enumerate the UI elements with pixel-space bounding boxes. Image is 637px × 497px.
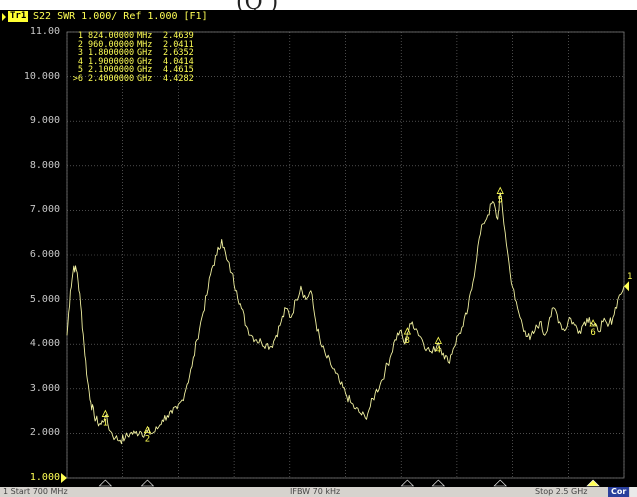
marker-table-row: 1 824.00000 MHz 2.4639: [72, 32, 203, 41]
reference-level-icon: [61, 473, 67, 483]
plot-frame: [66, 31, 625, 479]
marker-value: 2.4639: [163, 31, 194, 41]
marker-table-row: 3 1.8000000 GHz 2.6352: [72, 49, 203, 58]
start-frequency[interactable]: 1 Start 700 MHz: [3, 487, 68, 496]
marker-id: 2: [77, 39, 83, 50]
trace-label[interactable]: Tr1: [8, 11, 29, 22]
trace-title-bar: Tr1 S22 SWR 1.000/ Ref 1.000 [F1]: [0, 10, 637, 24]
trace-marker-label: 1: [103, 419, 108, 429]
y-tick-label: 3.000: [29, 382, 60, 394]
marker-unit: MHz: [137, 39, 153, 50]
marker-table-row: 5 2.1000000 GHz 4.4615: [72, 66, 203, 75]
ifbw-value[interactable]: IFBW 70 kHz: [290, 487, 341, 496]
correction-badge[interactable]: Cor: [608, 487, 630, 497]
marker-stimulus: 2.1000000: [88, 65, 135, 76]
trace-params: S22 SWR 1.000/ Ref 1.000 [F1]: [33, 11, 208, 22]
y-tick-label: 11.00: [29, 26, 60, 37]
trace-marker: [496, 186, 504, 194]
trace-marker-label: 4: [436, 345, 441, 355]
marker-stimulus: 2.4000000: [88, 73, 135, 84]
stimulus-marker: [431, 479, 446, 487]
top-cutoff: (Q ): [0, 0, 637, 10]
trace-marker-label: 6: [590, 328, 595, 338]
marker-value: 4.4282: [163, 73, 194, 84]
marker-stimulus: 1.8000000: [88, 48, 135, 59]
marker-id: >6: [72, 73, 83, 84]
trace-marker-label: 3: [405, 336, 410, 346]
y-tick-label: 5.000: [29, 293, 60, 305]
stimulus-marker: [400, 479, 415, 487]
stop-frequency[interactable]: Stop 2.5 GHz: [535, 487, 588, 496]
swr-trace: [66, 192, 625, 445]
marker-value: 4.0414: [163, 56, 194, 67]
trace-marker: [434, 336, 442, 344]
marker-id: 5: [77, 65, 83, 76]
y-tick-label: 7.000: [29, 204, 60, 216]
status-bar: 1 Start 700 MHz IFBW 70 kHz Stop 2.5 GHz…: [0, 487, 637, 497]
status-bar-end: [630, 487, 637, 497]
y-tick-label: 6.000: [29, 249, 60, 260]
trace-marker: [403, 327, 412, 335]
marker-stimulus: 960.00000: [88, 39, 135, 50]
marker-id: 1: [77, 31, 83, 41]
marker-value: 2.0411: [163, 39, 194, 50]
trace-marker: [101, 409, 110, 417]
stimulus-marker: [140, 479, 155, 487]
marker-table-row: 2 960.00000 MHz 2.0411: [72, 39, 203, 50]
marker-id: 4: [77, 56, 83, 67]
active-trace-flag-icon: [2, 13, 6, 21]
right-edge-marker-icon: [624, 281, 629, 292]
marker-unit: MHz: [137, 31, 153, 41]
marker-unit: GHz: [137, 56, 153, 67]
y-tick-label: 1.000: [29, 472, 60, 483]
trace-marker: [143, 425, 152, 434]
marker-value: 4.4615: [163, 65, 194, 76]
y-tick-label: 4.000: [29, 338, 60, 350]
right-edge-marker-label: 1: [627, 272, 632, 282]
trace-marker-label: 2: [145, 435, 150, 445]
y-tick-label: 9.000: [29, 115, 60, 127]
marker-unit: GHz: [137, 73, 153, 84]
marker-unit: GHz: [137, 65, 153, 76]
trace-marker-label: 5: [498, 196, 503, 206]
marker-value: 2.6352: [163, 48, 194, 59]
top-cutoff-text: (Q ): [236, 0, 278, 10]
marker-stimulus: 1.9000000: [88, 56, 135, 67]
stimulus-marker: [98, 479, 113, 487]
marker-id: 3: [77, 48, 83, 59]
stimulus-marker: [493, 479, 507, 487]
y-tick-label: 2.000: [29, 427, 60, 439]
marker-table-row: 4 1.9000000 GHz 4.0414: [72, 58, 203, 67]
marker-stimulus: 824.00000: [88, 31, 135, 41]
trace-marker: [589, 319, 597, 327]
y-tick-label: 8.000: [29, 159, 60, 171]
y-tick-label: 10.000: [23, 70, 60, 82]
marker-table: 1 824.00000 MHz 2.4639 2 960.00000 MHz 2.0411 3 1…: [72, 32, 203, 84]
marker-table-row: >6 2.4000000 GHz 4.4282: [72, 75, 203, 84]
marker-unit: GHz: [137, 48, 153, 59]
stimulus-marker: [586, 479, 600, 487]
